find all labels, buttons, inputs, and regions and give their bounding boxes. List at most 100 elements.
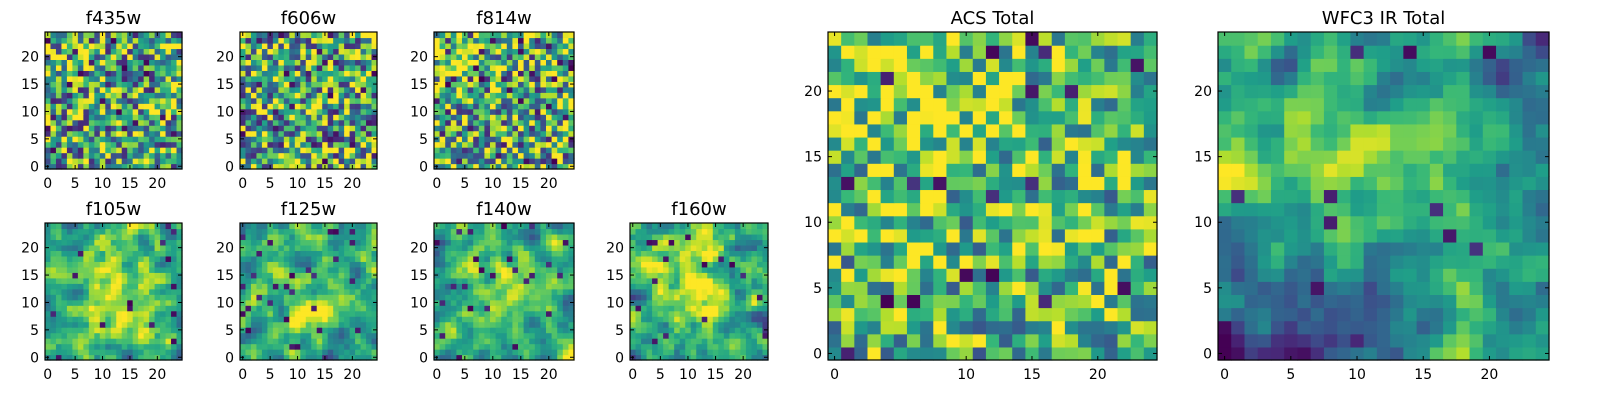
heatmap-cell <box>355 75 362 82</box>
heatmap-cell <box>707 239 714 246</box>
heatmap-cell <box>557 163 564 170</box>
heatmap-cell <box>338 130 345 137</box>
heatmap-cell <box>165 114 172 121</box>
heatmap-cell <box>289 228 296 235</box>
heatmap-cell <box>316 108 323 115</box>
heatmap-cell <box>551 354 558 361</box>
heatmap-cell <box>534 239 541 246</box>
heatmap-cell <box>685 250 692 257</box>
heatmap-cell <box>171 81 178 88</box>
heatmap-cell <box>305 266 312 273</box>
heatmap-cell <box>61 130 68 137</box>
heatmap-cell <box>322 37 329 44</box>
heatmap-cell <box>546 255 553 262</box>
heatmap-cell <box>762 239 769 246</box>
heatmap-cell <box>701 338 708 345</box>
heatmap-cell <box>88 32 95 39</box>
heatmap-cell <box>300 114 307 121</box>
heatmap-cell <box>371 92 378 99</box>
heatmap-cell <box>484 147 491 154</box>
heatmap-cell <box>311 228 318 235</box>
heatmap-cell <box>105 81 112 88</box>
heatmap-cell <box>132 272 139 279</box>
heatmap-cell <box>327 223 334 230</box>
heatmap-cell <box>540 233 547 241</box>
heatmap-cell <box>127 75 134 82</box>
heatmap-cell <box>439 239 446 246</box>
heatmap-cell <box>1051 268 1066 282</box>
heatmap-cell <box>1130 294 1145 309</box>
heatmap-cell <box>322 343 329 350</box>
heatmap-cell <box>165 32 172 39</box>
heatmap-cell <box>641 354 648 361</box>
heatmap-cell <box>946 150 961 164</box>
heatmap-cell <box>121 310 128 317</box>
heatmap-cell <box>327 354 334 361</box>
heatmap-cell <box>99 294 106 301</box>
heatmap-cell <box>165 228 172 235</box>
heatmap-cell <box>495 316 502 323</box>
heatmap-cell <box>165 125 172 132</box>
heatmap-cell <box>61 321 68 328</box>
heatmap-cell <box>490 53 497 60</box>
heatmap-cell <box>300 37 307 44</box>
heatmap-cell <box>484 92 491 99</box>
heatmap-cell <box>690 305 697 312</box>
heatmap-cell <box>371 349 378 356</box>
heatmap-cell <box>278 272 285 279</box>
heatmap-cell <box>439 250 446 257</box>
heatmap-cell <box>311 343 318 350</box>
heatmap-cell <box>250 59 258 66</box>
heatmap-cell <box>289 70 296 77</box>
heatmap-cell <box>546 272 553 279</box>
heatmap-cell <box>523 81 530 88</box>
heatmap-cell <box>77 305 84 312</box>
heatmap-cell <box>1104 333 1119 348</box>
heatmap-cell <box>635 294 642 301</box>
heatmap-cell <box>322 239 329 246</box>
heatmap-cell <box>165 147 172 154</box>
heatmap-cell <box>132 86 139 93</box>
heatmap-cell <box>138 152 145 159</box>
heatmap-cell <box>289 338 296 345</box>
heatmap-cell <box>456 239 463 246</box>
heatmap-cell <box>99 136 106 143</box>
heatmap-cell <box>828 346 842 361</box>
heatmap-cell <box>294 119 301 126</box>
heatmap-cell <box>484 244 491 251</box>
heatmap-cell <box>116 92 123 99</box>
heatmap-cell <box>322 108 329 115</box>
heatmap-cell <box>344 310 351 317</box>
heatmap-cell <box>338 283 345 290</box>
heatmap-cell <box>300 125 307 132</box>
heatmap-cell <box>121 321 128 328</box>
heatmap-cell <box>506 250 513 257</box>
heatmap-cell <box>333 261 340 268</box>
heatmap-cell <box>83 294 90 301</box>
heatmap-cell <box>267 316 274 323</box>
axes-frame <box>433 31 575 170</box>
heatmap-cell <box>880 189 895 204</box>
heatmap-cell <box>283 147 290 154</box>
heatmap-cell <box>77 141 84 148</box>
heatmap-cell <box>1078 241 1092 256</box>
heatmap-cell <box>245 327 252 334</box>
heatmap-cell <box>551 327 558 334</box>
heatmap-cell <box>66 349 73 356</box>
heatmap-cell <box>110 349 117 356</box>
heatmap-cell <box>72 277 79 284</box>
y-tick-label: 0 <box>30 159 39 175</box>
heatmap-cell <box>99 75 106 82</box>
heatmap-cell <box>333 223 340 230</box>
y-tick-label: 0 <box>615 350 624 366</box>
heatmap-cell <box>267 255 274 262</box>
heatmap-cell <box>77 130 84 137</box>
heatmap-cell <box>562 152 569 159</box>
heatmap-cell <box>751 288 758 295</box>
heatmap-cell <box>105 92 112 99</box>
heatmap-cell <box>473 114 480 121</box>
heatmap-cell <box>121 130 128 137</box>
heatmap-cell <box>828 307 842 322</box>
heatmap-cell <box>540 75 547 82</box>
heatmap-cell <box>83 310 90 317</box>
